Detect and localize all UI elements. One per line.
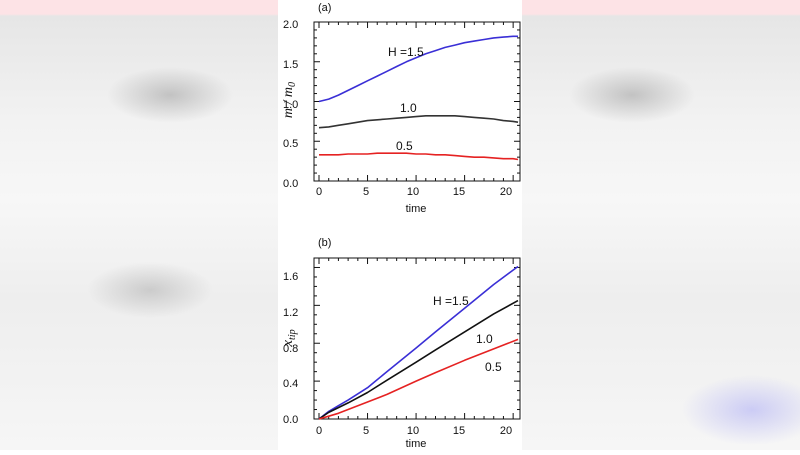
- panel-b-xtick-label: 0: [316, 425, 322, 437]
- panel-b-series: [318, 265, 519, 420]
- panel-b-series-label-h0.5: 0.5: [485, 360, 502, 374]
- panel-a-ytick-label: 1.0: [283, 99, 298, 111]
- series-line-0: [318, 265, 519, 420]
- panel-b-ytick-label: 0.4: [283, 378, 298, 390]
- series-line-2: [318, 338, 519, 420]
- panel-a-ytick-label: 1.5: [283, 59, 298, 71]
- panel-b-ytick-label: 0.0: [283, 414, 298, 426]
- panel-b-frame: [313, 257, 521, 420]
- panel-b-ticks: [314, 257, 520, 420]
- panel-b-series-label-h1.0: 1.0: [476, 332, 493, 346]
- panel-b-ytick-label: 1.2: [283, 307, 298, 319]
- panel-b-ytick-label: 0.8: [283, 343, 298, 355]
- panel-a-ylabel-main: m / m: [281, 87, 296, 118]
- panel-b-label: (b): [318, 237, 331, 249]
- panel-a-label: (a): [318, 2, 331, 14]
- panel-b-ylabel: xtip: [280, 329, 298, 347]
- panel-a-series: [318, 35, 519, 161]
- panel-a-xtick-label: 15: [453, 186, 465, 198]
- panel-a-ylabel-sub: 0: [287, 82, 298, 87]
- blurred-background-left: [0, 0, 278, 450]
- panel-a-ytick-label: 0.0: [283, 178, 298, 190]
- panel-b-xtick-label: 5: [363, 425, 369, 437]
- figure-svg: (a) 0.0 0.5 1.0 1.5 2.0 0 5 10 15 20 tim…: [280, 2, 521, 450]
- panel-b-xlabel: time: [406, 438, 427, 450]
- panel-b-xtick-label: 15: [453, 425, 465, 437]
- panel-a-ticks: [314, 21, 520, 182]
- series-line-0: [318, 35, 518, 103]
- panel-b: (b) 0.0 0.4 0.8 1.2 1.6 0 5 10 15 20 tim…: [280, 237, 521, 450]
- panel-a-ytick-label: 2.0: [283, 19, 298, 31]
- panel-a-series-label-h0.5: 0.5: [396, 139, 413, 153]
- panel-a-ylabel: m / m0: [281, 82, 298, 118]
- panel-b-ytick-label: 1.6: [283, 271, 298, 283]
- panel-a: (a) 0.0 0.5 1.0 1.5 2.0 0 5 10 15 20 tim…: [281, 2, 521, 215]
- svg-text:m / m0: m / m0: [281, 82, 298, 118]
- panel-b-xtick-label: 20: [500, 425, 512, 437]
- panel-b-ylabel-main: x: [280, 340, 296, 348]
- panel-a-series-label-h1.5: H =1.5: [388, 45, 424, 59]
- panel-a-xlabel: time: [406, 203, 427, 215]
- panel-a-series-label-h1.0: 1.0: [400, 101, 417, 115]
- figure: (a) 0.0 0.5 1.0 1.5 2.0 0 5 10 15 20 tim…: [278, 0, 522, 450]
- panel-b-ylabel-sub: tip: [287, 329, 298, 340]
- panel-a-xtick-label: 10: [407, 186, 419, 198]
- panel-a-xtick-label: 20: [500, 186, 512, 198]
- panel-a-ytick-label: 0.5: [283, 138, 298, 150]
- series-line-2: [319, 152, 519, 161]
- svg-text:xtip: xtip: [280, 329, 298, 347]
- panel-b-series-label-h1.5: H =1.5: [433, 294, 469, 308]
- series-line-1: [318, 299, 519, 420]
- panel-b-xtick-label: 10: [407, 425, 419, 437]
- blurred-background-right: [522, 0, 800, 450]
- series-line-1: [318, 115, 519, 129]
- panel-a-xtick-label: 5: [363, 186, 369, 198]
- panel-a-xtick-label: 0: [316, 186, 322, 198]
